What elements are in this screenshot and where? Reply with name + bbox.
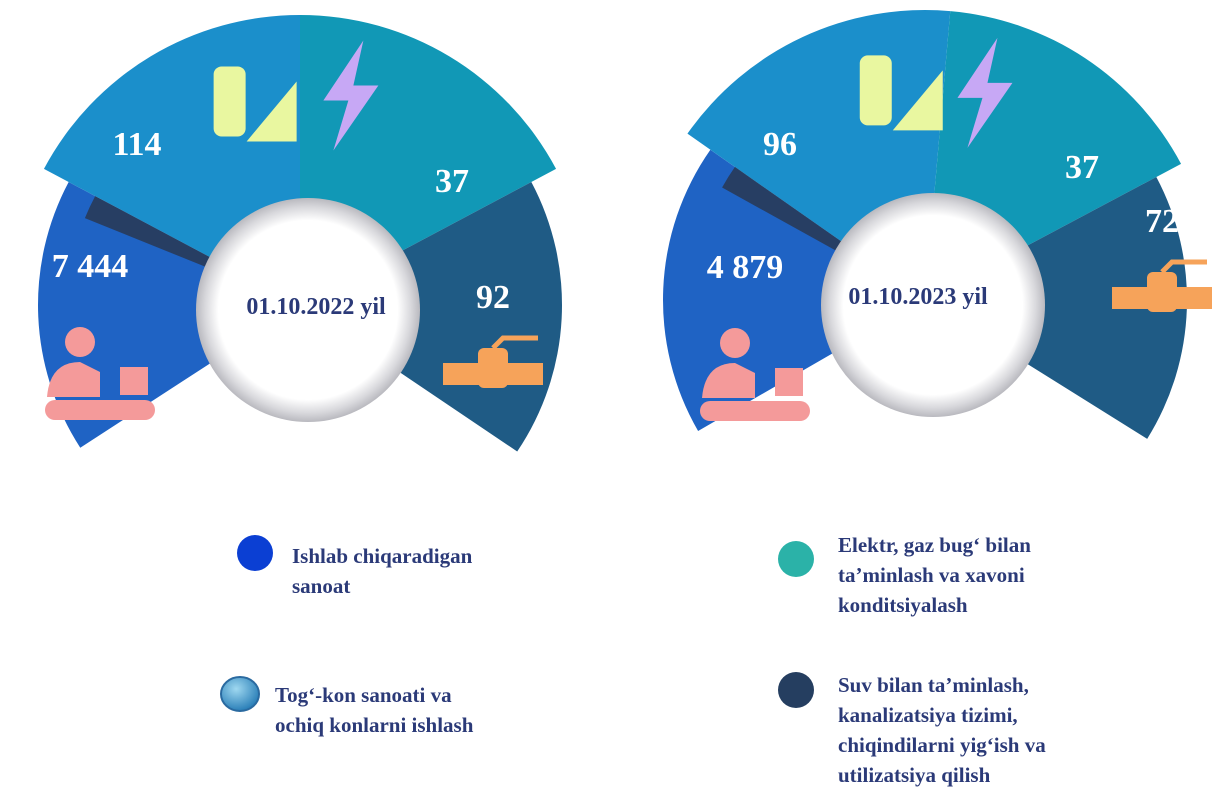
- value-label: 92: [476, 279, 510, 316]
- legend-text: Elektr, gaz bug‘ bilan: [838, 533, 1031, 557]
- icon-rock: [892, 70, 943, 131]
- shadow: [84, 196, 212, 268]
- legend-text: ochiq konlarni ishlash: [275, 713, 474, 737]
- icon-belt: [45, 400, 155, 420]
- legend-text: Tog‘-kon sanoati va: [275, 683, 452, 707]
- value-label: 114: [112, 126, 161, 163]
- legend-text: Ishlab chiqaradigan: [292, 544, 473, 568]
- legend-text: ta’minlash va xavoni: [838, 563, 1025, 587]
- segment: [300, 15, 557, 259]
- legend-text: Suv bilan ta’minlash,: [838, 673, 1029, 697]
- icon-box: [775, 368, 803, 396]
- legend-dot: [778, 541, 814, 577]
- icon-person: [65, 327, 95, 357]
- icon-valve: [478, 348, 508, 388]
- icon-rock: [246, 81, 297, 142]
- legend-dot: [237, 535, 273, 571]
- legend-text: konditsiyalash: [838, 593, 968, 617]
- icon-handle: [491, 335, 538, 350]
- icon-handle: [1160, 259, 1207, 274]
- legend-text: kanalizatsiya tizimi,: [838, 703, 1018, 727]
- icon-bolt: [957, 37, 1013, 148]
- legend-text: sanoat: [292, 574, 350, 598]
- icon-bolt: [323, 40, 379, 151]
- icon-belt: [700, 401, 810, 421]
- icon-valve: [1147, 272, 1177, 312]
- icon-worker: [859, 55, 892, 126]
- center-disc: [196, 198, 420, 422]
- value-label: 4 879: [707, 249, 784, 286]
- date-label: 01.10.2022 yil: [246, 294, 386, 320]
- value-label: 7 444: [52, 248, 129, 285]
- icon-person: [47, 362, 100, 397]
- value-label: 96: [763, 126, 797, 163]
- date-label: 01.10.2023 yil: [848, 284, 988, 310]
- value-label: 72: [1145, 203, 1179, 240]
- shadow: [722, 166, 844, 252]
- icon-person: [720, 328, 750, 358]
- segment: [1009, 176, 1187, 439]
- legend-dot: [778, 672, 814, 708]
- icon-person: [702, 363, 755, 398]
- legend-text: utilizatsiya qilish: [838, 763, 991, 787]
- center-disc: [821, 193, 1045, 417]
- value-label: 37: [1065, 149, 1099, 186]
- icon-box: [120, 367, 148, 395]
- legend-dot: [220, 676, 260, 712]
- segment: [933, 11, 1182, 254]
- legend-text: chiqindilarni yig‘ish va: [838, 733, 1046, 757]
- icon-worker: [213, 66, 246, 137]
- value-label: 37: [435, 163, 469, 200]
